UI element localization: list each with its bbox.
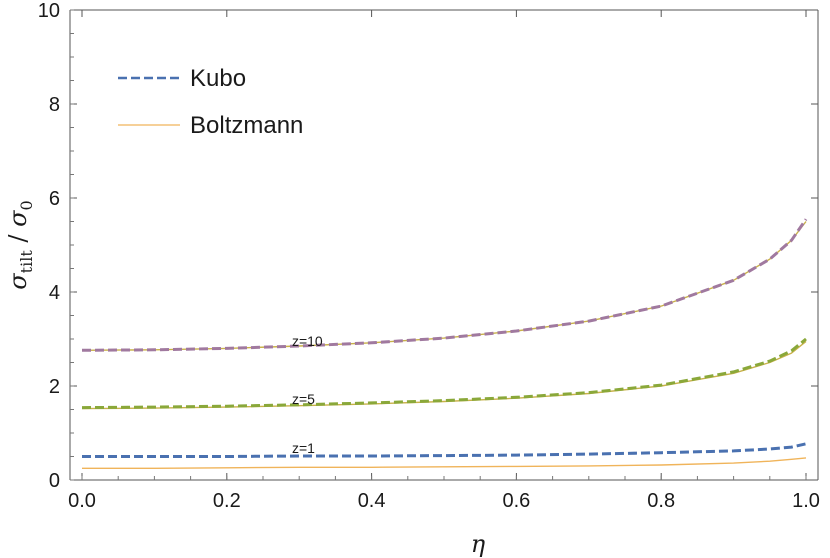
series-line-boltzmann-z5: [81, 340, 807, 410]
x-axis-label: η: [471, 530, 486, 558]
x-tick-label: 0.2: [213, 490, 241, 512]
y-tick-label: 0: [49, 470, 60, 492]
ticks-layer: 0.0 0.2 0.4 0.6 0.8 1.0 0 2 4 6 8 10: [38, 0, 820, 512]
legend-boltzmann-label: Boltzmann: [190, 112, 303, 139]
y-tick-label: 10: [38, 0, 60, 22]
legend-kubo-label: Kubo: [190, 65, 246, 92]
y-label-sep: /: [4, 227, 32, 250]
annotation-layer: z=10 z=5 z=1: [292, 333, 323, 456]
plot-frame: [69, 9, 819, 481]
series-line-boltzmann-z1: [82, 457, 807, 469]
series-layer: [81, 218, 808, 469]
annotation-label: z=5: [292, 391, 315, 407]
x-tick-label: 0.0: [68, 490, 96, 512]
x-tick-label: 0.4: [358, 490, 386, 512]
series-line-boltzmann-z10: [81, 221, 807, 351]
y-tick-label: 8: [49, 94, 60, 116]
series-line-kubo-z10: [81, 218, 808, 352]
y-label-sub2: 0: [17, 200, 36, 210]
x-tick-label: 1.0: [792, 490, 820, 512]
y-tick-label: 2: [49, 376, 60, 398]
y-tick-label: 4: [49, 282, 60, 304]
y-tick-label: 6: [49, 188, 60, 210]
series-line-kubo-z5: [81, 337, 807, 410]
series-line-kubo-z1: [82, 442, 807, 458]
y-label-main2: σ: [4, 210, 32, 227]
y-label-main: σ: [4, 273, 32, 290]
annotation-label: z=10: [292, 333, 323, 349]
y-label-sub: tilt: [17, 250, 36, 274]
annotation-label: z=1: [292, 440, 315, 456]
legend: Kubo Boltzmann: [118, 65, 303, 139]
y-axis-label: σtilt / σ0: [4, 200, 36, 289]
x-tick-label: 0.6: [502, 490, 530, 512]
x-tick-label: 0.8: [647, 490, 675, 512]
